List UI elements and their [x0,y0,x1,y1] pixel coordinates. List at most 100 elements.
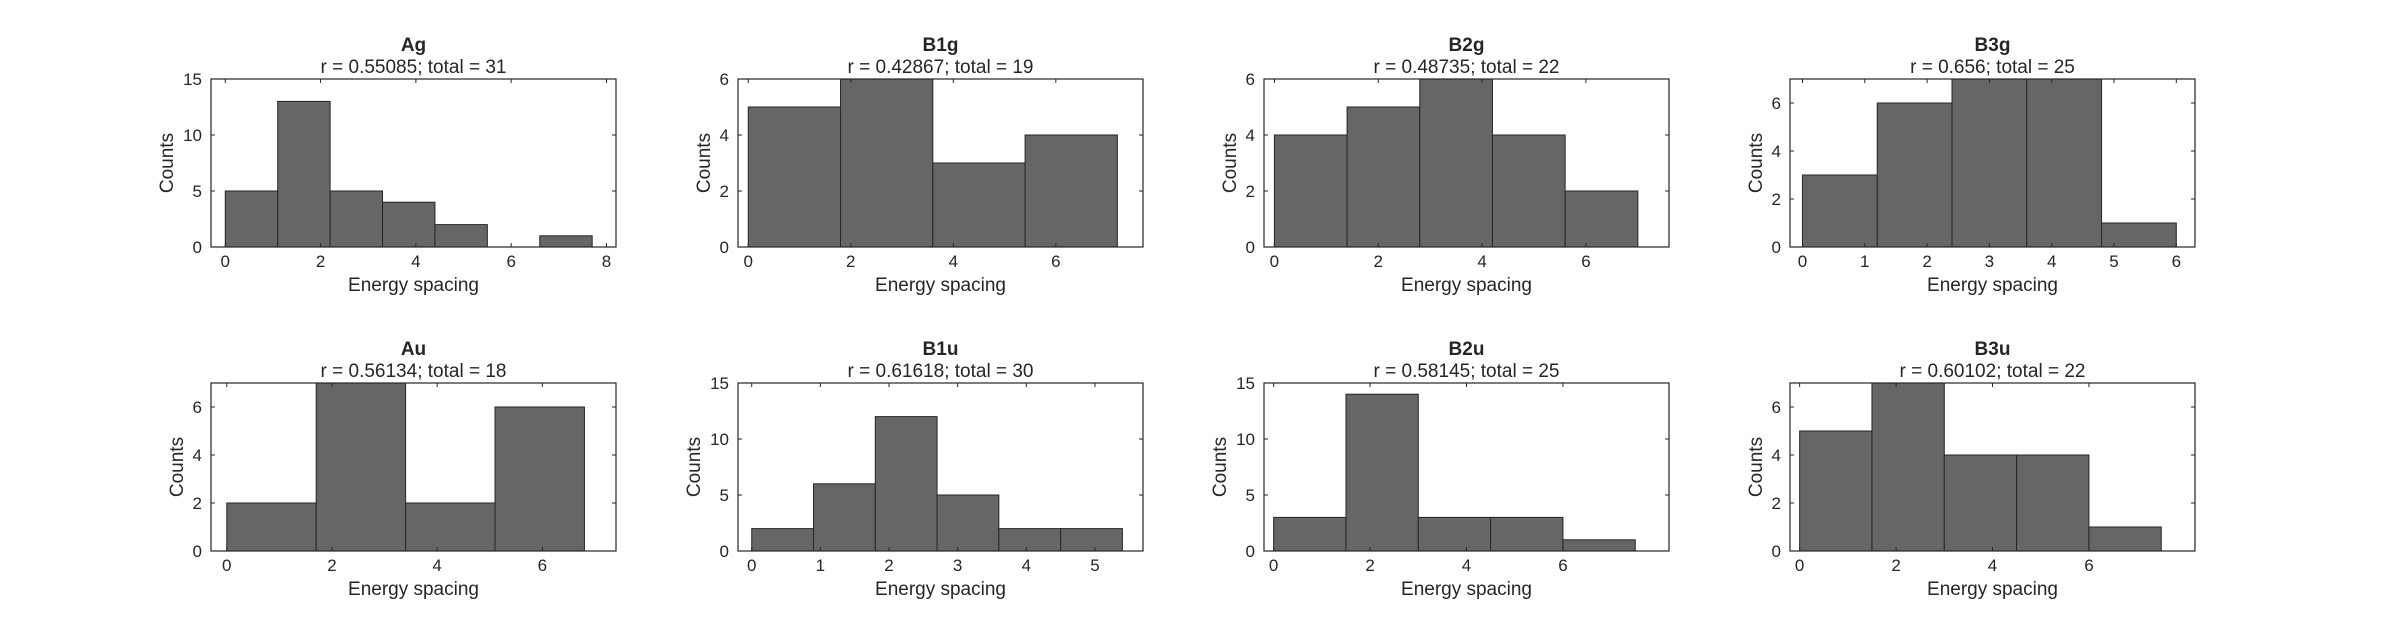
histogram-bar [1876,102,1953,248]
y-axis-label: Counts [1746,133,1767,193]
y-tick-label: 4 [1246,126,1255,145]
x-tick-label: 0 [1270,252,1279,271]
histogram-bar [1943,454,2018,552]
x-tick-label: 0 [747,556,756,575]
y-tick-label: 0 [1246,542,1255,561]
chart-subtitle: r = 0.42867; total = 19 [848,57,1034,78]
axes-box [1263,78,1670,248]
histogram-bar [1419,78,1493,248]
y-tick-label: 2 [1772,190,1781,209]
histogram-bar [226,502,317,552]
histogram-bar [382,201,436,248]
x-tick-label: 0 [222,556,231,575]
axes-box [1789,78,2196,248]
y-tick-label: 2 [193,494,202,513]
x-tick-label: 6 [2172,252,2181,271]
histogram-panel-ag: 0 2 4 6 8 0 5 10 15 Agr = 0.55085; total = 31 Ener… [157,35,617,296]
chart-title: Au [401,339,426,360]
histogram-bar [1491,134,1566,248]
chart-title: B3u [1975,339,2011,360]
x-tick-label: 6 [1581,252,1590,271]
axes-box [210,78,617,248]
y-tick-label: 4 [1772,446,1781,465]
histogram-bar [1490,516,1564,552]
y-tick-label: 0 [193,542,202,561]
x-axis-label: Energy spacing [1927,579,2058,600]
y-tick-label: 0 [720,238,729,257]
chart-title: B2g [1449,35,1485,56]
y-axis-label: Counts [684,437,705,497]
y-tick-label: 15 [183,70,202,89]
y-axis-label: Counts [1220,133,1241,193]
histogram-bar [1345,393,1419,552]
histogram-bar [813,483,876,552]
x-tick-label: 3 [953,556,962,575]
histogram-bar [1060,528,1123,552]
histogram-bar [434,224,488,248]
x-tick-label: 6 [538,556,547,575]
histogram-bar [329,190,384,248]
chart-title: B3g [1975,35,2011,56]
x-tick-label: 1 [1860,252,1869,271]
x-tick-label: 4 [1477,252,1486,271]
x-tick-label: 0 [1795,556,1804,575]
y-tick-label: 10 [1236,430,1255,449]
chart-subtitle: r = 0.58145; total = 25 [1374,361,1560,382]
x-tick-label: 4 [432,556,441,575]
y-tick-label: 6 [1772,94,1781,113]
y-tick-label: 15 [1236,374,1255,393]
x-tick-label: 0 [1798,252,1807,271]
histogram-bar [1871,382,1945,552]
x-tick-label: 6 [2084,556,2093,575]
chart-subtitle: r = 0.656; total = 25 [1910,57,2075,78]
histogram-bar [1417,516,1492,552]
chart-title: Ag [401,35,426,56]
chart-subtitle: r = 0.48735; total = 22 [1374,57,1560,78]
histogram-bar [494,406,585,552]
x-axis-label: Energy spacing [875,579,1006,600]
x-tick-label: 2 [1922,252,1931,271]
x-tick-label: 4 [2047,252,2056,271]
histogram-bar [1801,174,1878,248]
axes-box [210,382,617,552]
y-axis-label: Counts [167,437,188,497]
chart-subtitle: r = 0.56134; total = 18 [321,361,507,382]
histogram-bar [1564,190,1639,248]
x-tick-label: 4 [949,252,958,271]
y-tick-label: 0 [1772,238,1781,257]
chart-subtitle: r = 0.55085; total = 31 [321,57,507,78]
x-tick-label: 2 [316,252,325,271]
y-tick-label: 0 [720,542,729,561]
x-tick-label: 4 [1988,556,1997,575]
y-tick-label: 2 [720,182,729,201]
x-axis-label: Energy spacing [1927,275,2058,296]
y-tick-label: 6 [720,70,729,89]
y-tick-label: 6 [1772,398,1781,417]
y-tick-label: 4 [1772,142,1781,161]
x-tick-label: 2 [1891,556,1900,575]
histogram-bar [1951,78,2028,248]
x-tick-label: 1 [816,556,825,575]
histogram-bar [1562,539,1636,552]
y-axis-label: Counts [1746,437,1767,497]
x-tick-label: 0 [744,252,753,271]
x-tick-label: 2 [1365,556,1374,575]
x-tick-label: 2 [1373,252,1382,271]
x-tick-label: 6 [506,252,515,271]
y-tick-label: 0 [1246,238,1255,257]
x-tick-label: 6 [1558,556,1567,575]
y-tick-label: 5 [193,182,202,201]
histogram-bar [405,502,496,552]
x-axis-label: Energy spacing [1401,579,1532,600]
chart-title: B1u [923,339,959,360]
y-tick-label: 0 [193,238,202,257]
y-tick-label: 4 [193,446,202,465]
chart-subtitle: r = 0.60102; total = 22 [1900,361,2086,382]
histogram-bar [277,100,331,248]
x-tick-label: 2 [846,252,855,271]
y-tick-label: 2 [1772,494,1781,513]
